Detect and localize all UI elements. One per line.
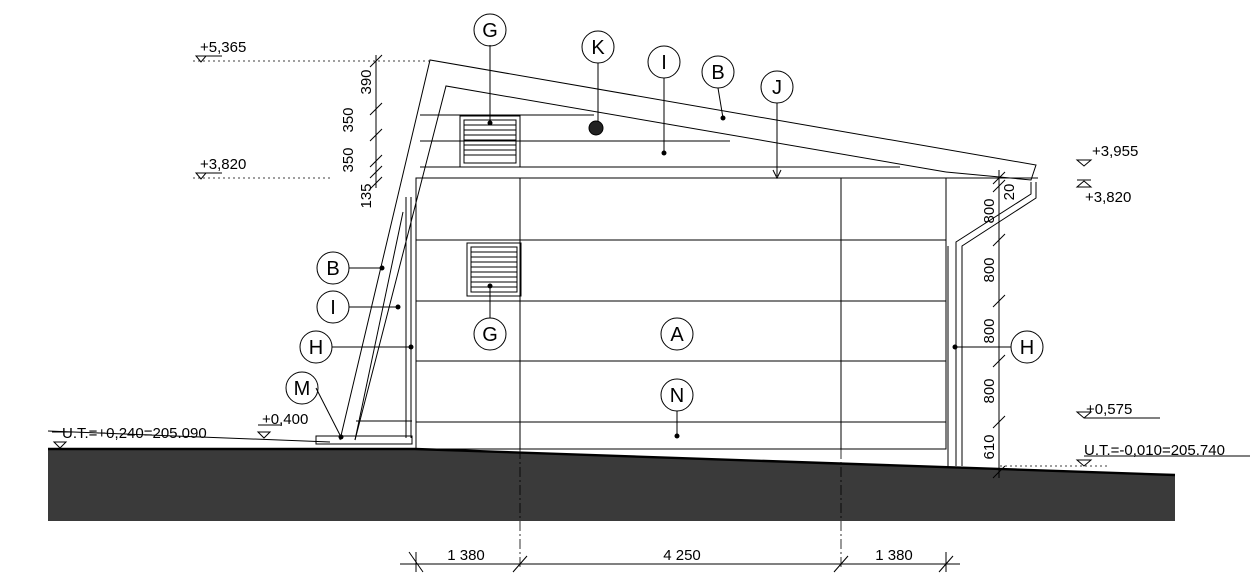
roof bbox=[339, 59, 1038, 441]
callout-h-left: H bbox=[299, 330, 333, 364]
roof-vent bbox=[588, 120, 604, 136]
dimension-label: 135 bbox=[358, 183, 375, 208]
dimension-label: 350 bbox=[340, 147, 357, 172]
dimension-label: 1 380 bbox=[875, 547, 913, 564]
level-marker-icon bbox=[1075, 459, 1093, 467]
dimension-label: 1 380 bbox=[447, 547, 485, 564]
svg-text:G: G bbox=[482, 20, 498, 42]
level-marker-icon bbox=[1075, 411, 1093, 419]
leader-arrow-icon bbox=[772, 169, 782, 180]
dimension-label: 800 bbox=[981, 378, 998, 403]
callout-leaders bbox=[315, 45, 1011, 438]
callout-b-top: B bbox=[701, 55, 735, 89]
right-dimension-line bbox=[992, 170, 1006, 479]
callout-g-mid: G bbox=[473, 317, 507, 351]
dimension-label: 800 bbox=[981, 257, 998, 282]
svg-text:A: A bbox=[670, 324, 684, 346]
level-label: +0,575 bbox=[1086, 401, 1132, 418]
bottom-dimension-line bbox=[400, 551, 960, 573]
left-dimension-line bbox=[369, 54, 383, 190]
louvre-mid bbox=[466, 242, 522, 297]
callout-b-left: B bbox=[316, 251, 350, 285]
svg-text:H: H bbox=[1020, 337, 1034, 359]
terrain-label: U.T.=-0,010=205.740 bbox=[1084, 442, 1225, 459]
level-marker-icon bbox=[256, 431, 272, 439]
callout-n: N bbox=[660, 378, 694, 412]
level-label: +5,365 bbox=[200, 39, 246, 56]
level-label: +3,955 bbox=[1092, 143, 1138, 160]
terrain-label: U.T.=+0,240=205.090 bbox=[62, 425, 207, 442]
dimension-label: 800 bbox=[981, 198, 998, 223]
callout-a: A bbox=[660, 317, 694, 351]
svg-text:H: H bbox=[309, 337, 323, 359]
callout-h-right: H bbox=[1010, 330, 1044, 364]
leader-dots bbox=[338, 115, 958, 440]
callout-i-top: I bbox=[647, 45, 681, 79]
level-marker-icon bbox=[52, 441, 68, 449]
level-marker-icon bbox=[1075, 159, 1093, 167]
level-label: +3,820 bbox=[200, 156, 246, 173]
level-label: +0,400 bbox=[262, 411, 308, 428]
callout-k: K bbox=[581, 30, 615, 64]
level-marker-icon bbox=[194, 55, 208, 63]
callout-g-top: G bbox=[473, 13, 507, 47]
svg-text:N: N bbox=[670, 385, 684, 407]
dimension-label: 610 bbox=[981, 434, 998, 459]
facade bbox=[415, 177, 947, 450]
svg-text:M: M bbox=[294, 378, 311, 400]
svg-text:G: G bbox=[482, 324, 498, 346]
dimension-label: 20 bbox=[1001, 184, 1018, 201]
level-marker-icon bbox=[1075, 180, 1093, 188]
svg-text:J: J bbox=[772, 77, 782, 99]
dimension-label: 350 bbox=[340, 107, 357, 132]
svg-text:I: I bbox=[661, 52, 667, 74]
ground-line bbox=[48, 447, 1176, 477]
svg-text:B: B bbox=[326, 258, 339, 280]
svg-text:K: K bbox=[591, 37, 605, 59]
svg-text:I: I bbox=[330, 297, 336, 319]
dimension-label: 390 bbox=[358, 69, 375, 94]
callout-j: J bbox=[760, 70, 794, 104]
level-marker-icon bbox=[194, 172, 208, 180]
callout-i-left: I bbox=[316, 290, 350, 324]
level-label: +3,820 bbox=[1085, 189, 1131, 206]
terrain-line-left bbox=[47, 430, 331, 443]
callout-m: M bbox=[285, 371, 319, 405]
dimension-label: 800 bbox=[981, 318, 998, 343]
ground-fill bbox=[48, 449, 1175, 521]
svg-text:B: B bbox=[711, 62, 724, 84]
side-frame bbox=[315, 197, 413, 445]
dimension-label: 4 250 bbox=[663, 547, 701, 564]
